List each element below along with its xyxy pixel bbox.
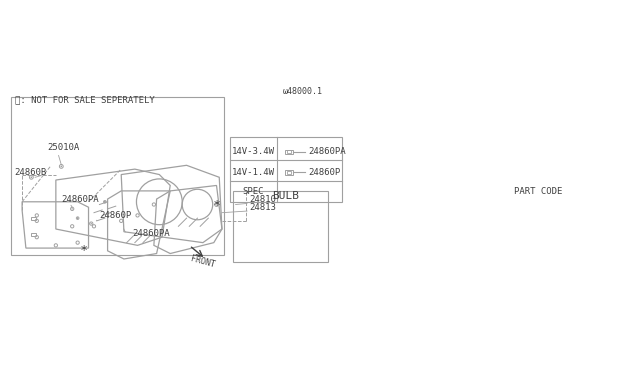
Text: 24860PA: 24860PA [61, 195, 99, 204]
Text: ※: NOT FOR SALE SEPERATELY: ※: NOT FOR SALE SEPERATELY [15, 96, 155, 105]
Text: 24860PA: 24860PA [132, 229, 170, 238]
Text: 25010A: 25010A [48, 143, 80, 152]
Text: 24860B: 24860B [15, 167, 47, 177]
Circle shape [61, 166, 62, 167]
Text: 24860P: 24860P [308, 168, 341, 177]
Circle shape [72, 208, 73, 209]
Text: 24860P: 24860P [99, 211, 132, 220]
Bar [285, 170, 293, 174]
Text: *: * [81, 244, 87, 257]
Bar [31, 217, 36, 220]
Text: 24810: 24810 [249, 195, 276, 204]
Bar [230, 137, 342, 202]
Text: FRONT: FRONT [189, 254, 216, 269]
Circle shape [91, 223, 92, 224]
Text: SPEC: SPEC [243, 187, 264, 196]
Bar [287, 150, 291, 153]
Bar [287, 171, 291, 174]
Bar [285, 150, 293, 154]
Circle shape [77, 218, 78, 219]
Text: 24813: 24813 [249, 203, 276, 212]
Text: 14V-1.4W: 14V-1.4W [232, 168, 275, 177]
Text: BULB: BULB [273, 191, 300, 201]
Bar [233, 191, 328, 262]
Bar [31, 233, 36, 236]
Text: 24860PA: 24860PA [308, 147, 346, 156]
Text: ω48000.1: ω48000.1 [283, 87, 323, 96]
Circle shape [104, 201, 106, 202]
Text: PART CODE: PART CODE [514, 187, 563, 196]
Bar [11, 97, 223, 254]
Text: *: * [214, 199, 220, 212]
Text: 14V-3.4W: 14V-3.4W [232, 147, 275, 156]
Circle shape [31, 176, 32, 178]
